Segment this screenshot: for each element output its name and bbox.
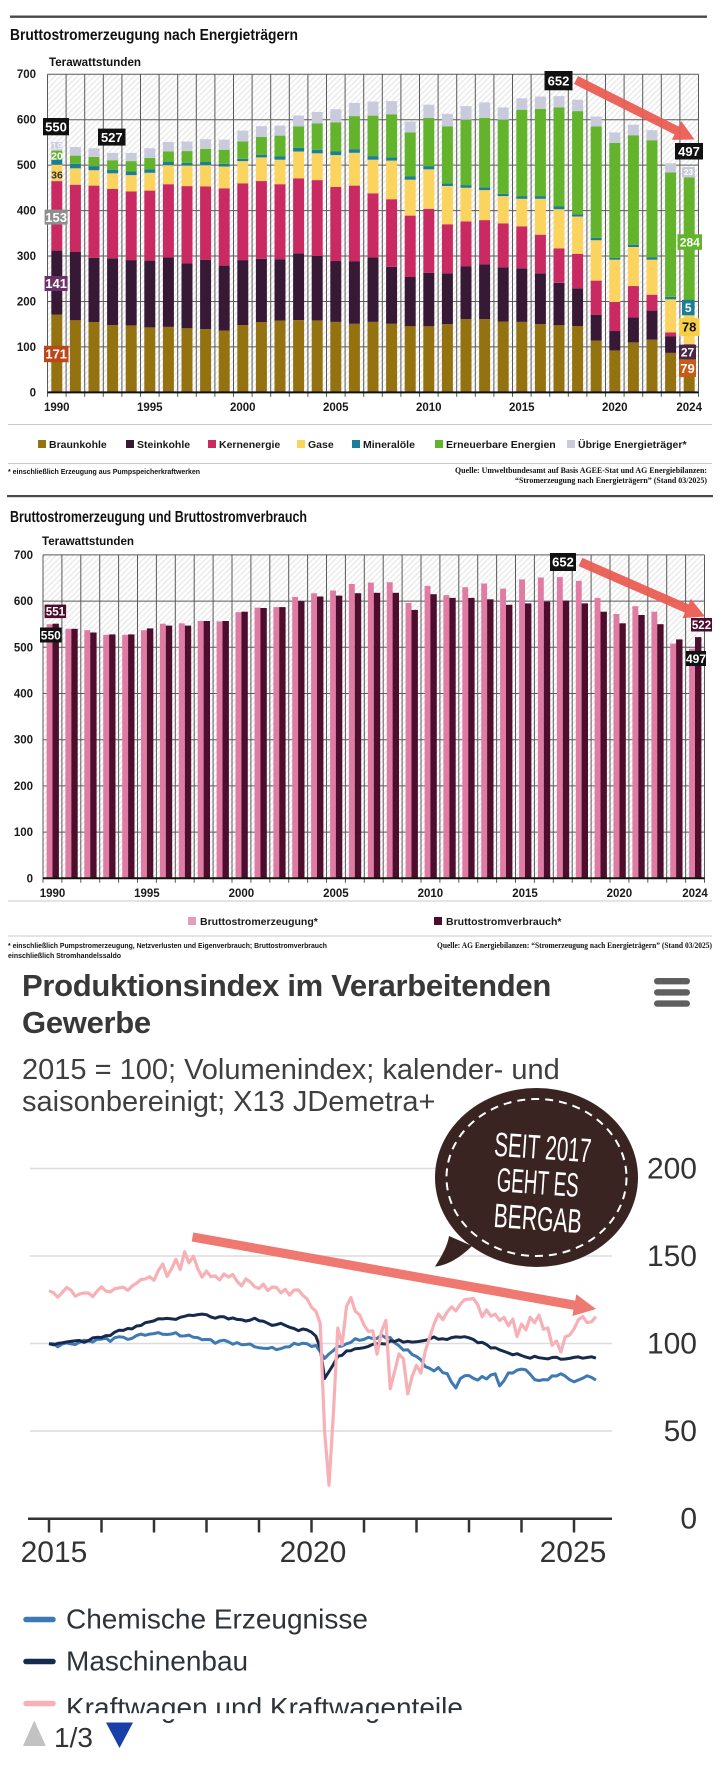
svg-text:2015: 2015 bbox=[509, 402, 535, 414]
svg-text:2000: 2000 bbox=[230, 402, 256, 414]
svg-text:2025: 2025 bbox=[540, 1536, 607, 1569]
svg-text:Quelle: Umweltbundesamt auf Ba: Quelle: Umweltbundesamt auf Basis AGEE-S… bbox=[455, 466, 707, 475]
svg-text:20: 20 bbox=[51, 151, 63, 163]
svg-text:550: 550 bbox=[45, 119, 67, 134]
svg-text:78: 78 bbox=[682, 320, 696, 335]
svg-text:400: 400 bbox=[14, 689, 33, 701]
svg-text:652: 652 bbox=[552, 555, 574, 570]
svg-text:522: 522 bbox=[692, 620, 711, 632]
svg-text:Kernenergie: Kernenergie bbox=[219, 439, 280, 451]
svg-text:Mineralöle: Mineralöle bbox=[363, 439, 415, 451]
svg-text:Braunkohle: Braunkohle bbox=[49, 439, 107, 451]
svg-text:23: 23 bbox=[684, 168, 693, 177]
svg-text:2005: 2005 bbox=[323, 402, 349, 414]
svg-text:500: 500 bbox=[17, 160, 36, 172]
svg-text:600: 600 bbox=[17, 115, 36, 127]
svg-text:300: 300 bbox=[14, 735, 33, 747]
svg-text:5: 5 bbox=[685, 301, 692, 315]
svg-text:Bruttostromerzeugung und Brutt: Bruttostromerzeugung und Bruttostromverb… bbox=[10, 509, 307, 526]
svg-text:1990: 1990 bbox=[40, 888, 66, 900]
svg-text:600: 600 bbox=[14, 596, 33, 608]
svg-text:1/3: 1/3 bbox=[54, 1722, 93, 1753]
svg-text:Gewerbe: Gewerbe bbox=[22, 1005, 151, 1040]
svg-text:2000: 2000 bbox=[229, 888, 255, 900]
svg-text:36: 36 bbox=[51, 169, 63, 181]
svg-text:284: 284 bbox=[680, 235, 700, 249]
svg-text:200: 200 bbox=[14, 781, 33, 793]
svg-text:527: 527 bbox=[101, 130, 123, 145]
svg-text:0: 0 bbox=[27, 873, 33, 885]
svg-text:2015: 2015 bbox=[512, 888, 538, 900]
svg-text:Gase: Gase bbox=[308, 439, 334, 451]
svg-text:300: 300 bbox=[17, 251, 36, 263]
svg-text:Quelle: AG Energiebilanzen: “S: Quelle: AG Energiebilanzen: “Stromerzeug… bbox=[437, 941, 712, 950]
svg-text:* einschließlich Erzeugung aus: * einschließlich Erzeugung aus Pumpspeic… bbox=[8, 467, 200, 476]
svg-text:Steinkohle: Steinkohle bbox=[137, 439, 190, 451]
svg-text:79: 79 bbox=[680, 361, 694, 376]
svg-text:50: 50 bbox=[664, 1415, 697, 1448]
svg-text:Bruttostromverbrauch*: Bruttostromverbrauch* bbox=[446, 916, 562, 928]
svg-text:2015 = 100; Volumenindex; kale: 2015 = 100; Volumenindex; kalender- und bbox=[22, 1054, 560, 1086]
svg-text:GEHT ES: GEHT ES bbox=[496, 1162, 580, 1205]
svg-text:* einschließlich Pumpstromerze: * einschließlich Pumpstromerzeugung, Net… bbox=[8, 941, 327, 950]
svg-text:171: 171 bbox=[45, 347, 67, 362]
svg-text:2015: 2015 bbox=[21, 1536, 88, 1569]
svg-text:2020: 2020 bbox=[280, 1536, 347, 1569]
svg-text:200: 200 bbox=[17, 297, 36, 309]
svg-text:700: 700 bbox=[17, 69, 36, 81]
svg-text:700: 700 bbox=[14, 550, 33, 562]
svg-text:100: 100 bbox=[647, 1328, 697, 1361]
svg-text:19: 19 bbox=[51, 142, 63, 153]
svg-text:2024: 2024 bbox=[682, 888, 708, 900]
svg-text:153: 153 bbox=[45, 210, 67, 225]
svg-text:2010: 2010 bbox=[418, 888, 444, 900]
svg-text:1995: 1995 bbox=[134, 888, 160, 900]
svg-text:saisonbereinigt; X13 JDemetra+: saisonbereinigt; X13 JDemetra+ bbox=[22, 1086, 435, 1118]
svg-text:0: 0 bbox=[680, 1503, 697, 1536]
svg-text:141: 141 bbox=[45, 276, 67, 291]
svg-text:2024: 2024 bbox=[676, 402, 702, 414]
svg-text:Maschinenbau: Maschinenbau bbox=[66, 1646, 248, 1677]
svg-text:2020: 2020 bbox=[607, 888, 633, 900]
svg-text:551: 551 bbox=[46, 607, 66, 619]
svg-text:100: 100 bbox=[14, 827, 33, 839]
svg-text:652: 652 bbox=[548, 73, 570, 88]
svg-text:27: 27 bbox=[681, 345, 695, 359]
svg-text:497: 497 bbox=[678, 144, 700, 159]
svg-text:2020: 2020 bbox=[602, 402, 628, 414]
svg-text:SEIT 2017: SEIT 2017 bbox=[493, 1127, 592, 1171]
svg-text:“Stromerzeugung nach Energietr: “Stromerzeugung nach Energieträgern” (St… bbox=[515, 476, 707, 485]
svg-text:BERGAB: BERGAB bbox=[493, 1198, 583, 1241]
svg-text:200: 200 bbox=[647, 1153, 697, 1186]
svg-text:Terawattstunden: Terawattstunden bbox=[49, 57, 141, 69]
svg-text:497: 497 bbox=[686, 652, 706, 666]
svg-text:550: 550 bbox=[41, 628, 61, 642]
svg-text:2005: 2005 bbox=[323, 888, 349, 900]
svg-text:Terawattstunden: Terawattstunden bbox=[42, 536, 134, 548]
svg-text:400: 400 bbox=[17, 206, 36, 218]
svg-text:0: 0 bbox=[30, 387, 36, 399]
svg-text:Übrige Energieträger*: Übrige Energieträger* bbox=[578, 438, 687, 451]
svg-text:Produktionsindex im Verarbeite: Produktionsindex im Verarbeitenden bbox=[22, 968, 551, 1003]
svg-text:2010: 2010 bbox=[416, 402, 442, 414]
svg-text:Bruttostromerzeugung nach Ener: Bruttostromerzeugung nach Energieträgern bbox=[10, 27, 298, 44]
svg-text:Erneuerbare Energien: Erneuerbare Energien bbox=[446, 439, 556, 451]
svg-text:einschließlich Stromhandelssal: einschließlich Stromhandelssaldo bbox=[8, 951, 121, 960]
svg-text:150: 150 bbox=[647, 1240, 697, 1273]
svg-text:1995: 1995 bbox=[137, 402, 163, 414]
svg-text:500: 500 bbox=[14, 642, 33, 654]
svg-text:1990: 1990 bbox=[44, 402, 70, 414]
svg-text:Chemische Erzeugnisse: Chemische Erzeugnisse bbox=[66, 1604, 368, 1635]
svg-text:Bruttostromerzeugung*: Bruttostromerzeugung* bbox=[200, 916, 319, 928]
svg-text:100: 100 bbox=[17, 342, 36, 354]
